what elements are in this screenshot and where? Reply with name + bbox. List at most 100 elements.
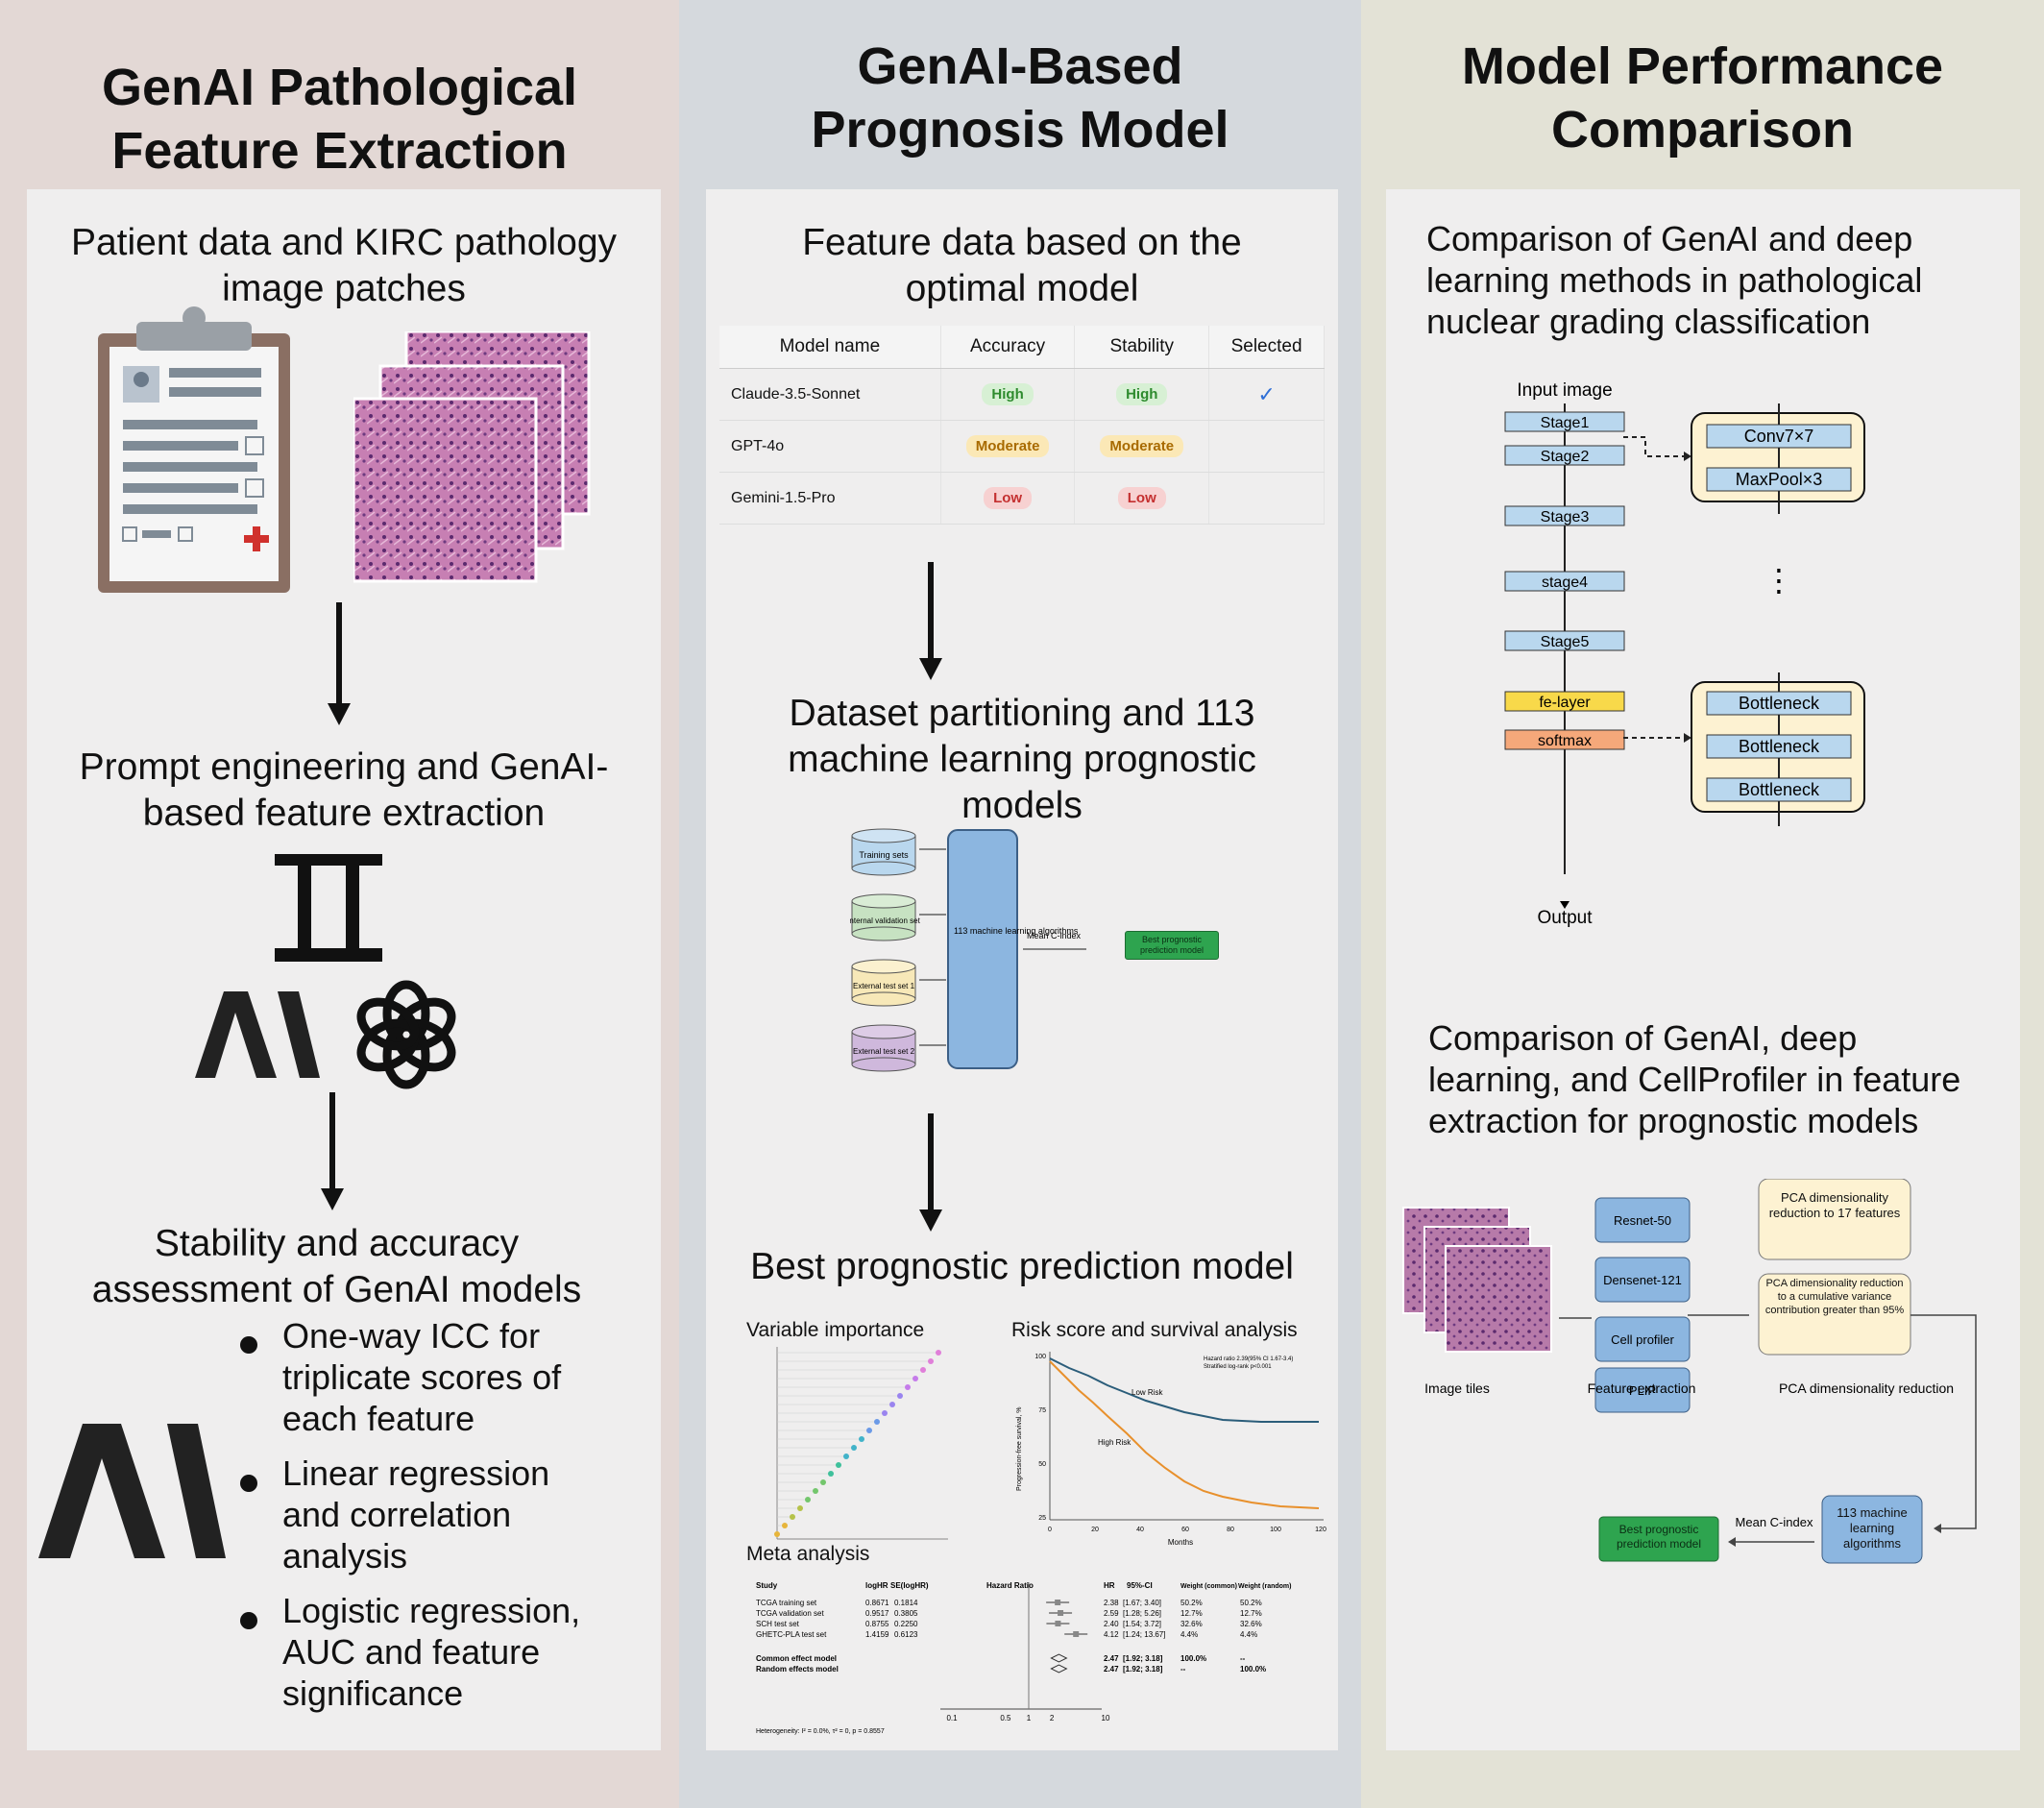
model-name-cell: Gemini-1.5-Pro bbox=[719, 472, 941, 525]
stage-label: Stage5 bbox=[1541, 634, 1590, 650]
stage-label: fe-layer bbox=[1539, 695, 1591, 711]
meta-cell: [1.54; 3.72] bbox=[1123, 1620, 1161, 1628]
y-axis-label: Progression-free survival, % bbox=[1016, 1406, 1023, 1491]
meta-header-loghr: logHR bbox=[865, 1581, 888, 1590]
col2-panel: Feature data based on the optimal model … bbox=[706, 189, 1338, 1750]
meta-cell: TCGA training set bbox=[756, 1599, 817, 1607]
input-image-label: Input image bbox=[1517, 380, 1612, 401]
dataset-flow-diagram: Training sets Internal validation set Ex… bbox=[850, 828, 1086, 1072]
algorithms-box bbox=[1821, 1495, 1923, 1564]
meta-cell: [1.24; 13.67] bbox=[1123, 1630, 1165, 1639]
meta-summary-cell: Random effects model bbox=[756, 1665, 839, 1674]
stage-label: softmax bbox=[1538, 733, 1592, 749]
importance-dot bbox=[882, 1410, 888, 1416]
importance-dot bbox=[774, 1531, 780, 1537]
accuracy-cell: High bbox=[940, 368, 1076, 421]
bullet-dot bbox=[240, 1475, 257, 1492]
meta-cell: 1.4159 bbox=[865, 1630, 889, 1639]
x-tick-label: 60 bbox=[1181, 1527, 1189, 1533]
importance-dot bbox=[813, 1488, 818, 1494]
col3-title: Model Performance Comparison bbox=[1461, 37, 1944, 159]
table-row: Gemini-1.5-Pro Low Low bbox=[719, 472, 1325, 525]
log-rank-note: Stratified log-rank p<0.001 bbox=[1204, 1364, 1272, 1370]
risk-score-title: Risk score and survival analysis bbox=[1011, 1319, 1298, 1341]
meta-cell: GHETC-PLA test set bbox=[756, 1630, 827, 1639]
importance-dot bbox=[797, 1505, 803, 1511]
training-sets-label: Training sets bbox=[859, 850, 909, 860]
internal-validation-cylinder bbox=[851, 893, 916, 941]
x-tick-label: 10 bbox=[1102, 1714, 1110, 1722]
table-row: GPT-4o Moderate Moderate bbox=[719, 420, 1325, 473]
col2-step1-text: Feature data based on the optimal model bbox=[802, 222, 1242, 309]
algorithms-label: 113 machine learning algorithms bbox=[954, 926, 1079, 936]
column-prognosis-model: GenAI-Based Prognosis Model Feature data… bbox=[679, 0, 1361, 1808]
best-model-box: Best prognostic prediction model bbox=[1125, 931, 1219, 960]
resnet-architecture-diagram: Input image Stage1 Stage2 Stage3 stage4 Stag… bbox=[1504, 380, 1865, 928]
meta-header-se: SE(logHR) bbox=[890, 1581, 929, 1590]
meta-cell: 12.7% bbox=[1240, 1609, 1262, 1618]
stage-label: Stage2 bbox=[1541, 449, 1590, 465]
meta-cell: 2.40 bbox=[1104, 1620, 1119, 1628]
bottleneck-label: Bottleneck bbox=[1739, 694, 1820, 713]
meta-analysis-title: Meta analysis bbox=[746, 1543, 870, 1565]
meta-header-study: Study bbox=[756, 1581, 778, 1590]
anthropic-logo-icon bbox=[38, 1424, 226, 1558]
extractor-label: Densenet-121 bbox=[1603, 1273, 1682, 1287]
meta-cell: 4.12 bbox=[1104, 1630, 1119, 1639]
stage-block bbox=[1504, 505, 1625, 526]
accuracy-cell: Low bbox=[940, 472, 1076, 525]
meta-cell: 0.3805 bbox=[894, 1609, 918, 1618]
study-marker bbox=[1055, 1600, 1061, 1605]
x-tick-label: 100 bbox=[1270, 1527, 1281, 1533]
external-test-1-label: External test set 1 bbox=[853, 982, 915, 990]
x-tick-label: 0 bbox=[1048, 1527, 1052, 1533]
y-tick-label: 75 bbox=[1038, 1407, 1046, 1414]
meta-summary-cell: -- bbox=[1240, 1654, 1246, 1663]
meta-summary-cell: -- bbox=[1180, 1665, 1186, 1674]
importance-dot bbox=[843, 1454, 849, 1459]
model-comparison-table: Model name Accuracy Stability Selected C… bbox=[719, 326, 1325, 525]
importance-dot bbox=[928, 1358, 934, 1364]
column-feature-extraction: GenAI Pathological Feature Extraction Pa… bbox=[0, 0, 679, 1808]
stage-block bbox=[1504, 691, 1625, 712]
best-model-box bbox=[1598, 1516, 1719, 1562]
feature-extraction-label: Feature extraction bbox=[1588, 1380, 1696, 1396]
maxpool-label: MaxPool×3 bbox=[1736, 470, 1823, 489]
mean-c-index-label: Mean C-index bbox=[1736, 1515, 1813, 1529]
model-name-cell: GPT-4o bbox=[719, 420, 941, 473]
arrow-down-icon bbox=[919, 1113, 942, 1232]
study-marker bbox=[1055, 1621, 1061, 1626]
selected-cell bbox=[1208, 420, 1325, 473]
header-model-name: Model name bbox=[719, 326, 941, 369]
x-tick-label: 2 bbox=[1050, 1714, 1055, 1722]
stability-cell: High bbox=[1074, 368, 1210, 421]
col1-panel: Patient data and KIRC pathology image pa… bbox=[27, 189, 661, 1750]
meta-header-weight-random: Weight (random) bbox=[1238, 1583, 1291, 1590]
mean-c-index-label: Mean C-index bbox=[1027, 931, 1082, 941]
best-model-label: Best prognostic prediction model bbox=[1616, 1523, 1702, 1551]
meta-summary-cell: 100.0% bbox=[1180, 1654, 1206, 1663]
high-risk-label: High Risk bbox=[1098, 1438, 1132, 1447]
meta-header-hazard-ratio: Hazard Ratio bbox=[986, 1581, 1034, 1590]
extractor-box bbox=[1594, 1367, 1691, 1413]
importance-dot bbox=[820, 1479, 826, 1485]
importance-dot bbox=[889, 1402, 895, 1407]
bottleneck-label: Bottleneck bbox=[1739, 780, 1820, 799]
hazard-ratio-note: Hazard ratio 2.39(95% CI 1.67-3.4) bbox=[1204, 1356, 1293, 1362]
stage-block bbox=[1504, 571, 1625, 592]
meta-cell: 0.6123 bbox=[894, 1630, 918, 1639]
meta-cell: SCH test set bbox=[756, 1620, 800, 1628]
meta-cell: 2.38 bbox=[1104, 1599, 1119, 1607]
importance-dot bbox=[912, 1376, 918, 1381]
col1-step2-text: Prompt engineering and GenAI- based feat… bbox=[79, 746, 609, 834]
table-row: Claude-3.5-Sonnet High High ✓ bbox=[719, 368, 1325, 421]
meta-cell: 32.6% bbox=[1240, 1620, 1262, 1628]
status-badge: Low bbox=[1117, 487, 1166, 509]
meta-cell: 2.59 bbox=[1104, 1609, 1119, 1618]
survival-curve-chart: Low Risk High Risk Hazard ratio 2.39(95%… bbox=[1016, 1352, 1326, 1547]
meta-cell: 12.7% bbox=[1180, 1609, 1203, 1618]
ellipsis-icon: ⋮ bbox=[1764, 563, 1794, 598]
selected-cell bbox=[1208, 472, 1325, 525]
status-badge: High bbox=[982, 383, 1034, 405]
external-test-2-label: External test set 2 bbox=[853, 1047, 915, 1056]
